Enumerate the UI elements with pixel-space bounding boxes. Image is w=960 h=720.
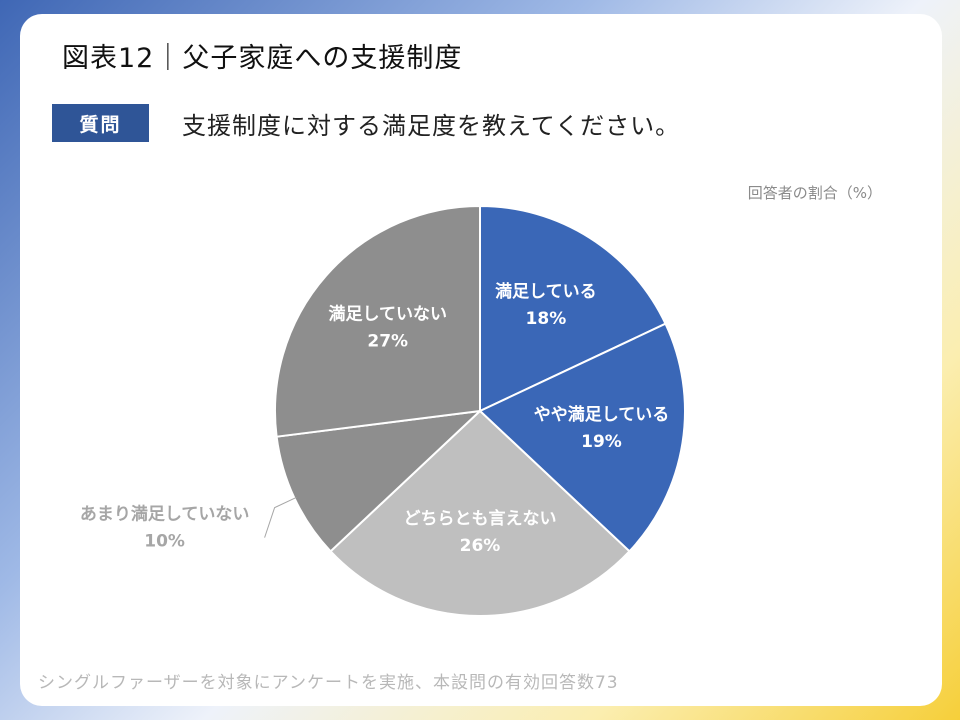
slice-value-2: 19%	[581, 432, 622, 452]
leader-line-4	[264, 496, 297, 538]
pie-slice-1	[479, 204, 667, 413]
slice-value-3: 26%	[460, 536, 501, 556]
question-text: 支援制度に対する満足度を教えてください。	[182, 112, 681, 140]
slice-label-5: 満足していない	[328, 304, 447, 325]
pie-slice-5	[274, 204, 481, 438]
pie-slice-3	[329, 409, 631, 617]
slice-value-1: 18%	[526, 309, 567, 329]
question-badge: 質問	[52, 104, 149, 142]
page-title: 図表12｜父子家庭への支援制度	[62, 43, 463, 74]
slice-value-5: 27%	[367, 332, 408, 352]
unit-label: 回答者の割合（%）	[747, 184, 882, 202]
slice-value-4: 10%	[144, 532, 185, 552]
slice-label-3: どちらとも言えない	[404, 508, 557, 529]
pie-slice-2	[478, 322, 686, 553]
slice-label-2: やや満足している	[534, 404, 670, 425]
slice-label-4: あまり満足していない	[80, 504, 250, 525]
footer-note: シングルファーザーを対象にアンケートを実施、本設問の有効回答数73	[38, 673, 619, 693]
slice-label-1: 満足している	[495, 281, 597, 302]
